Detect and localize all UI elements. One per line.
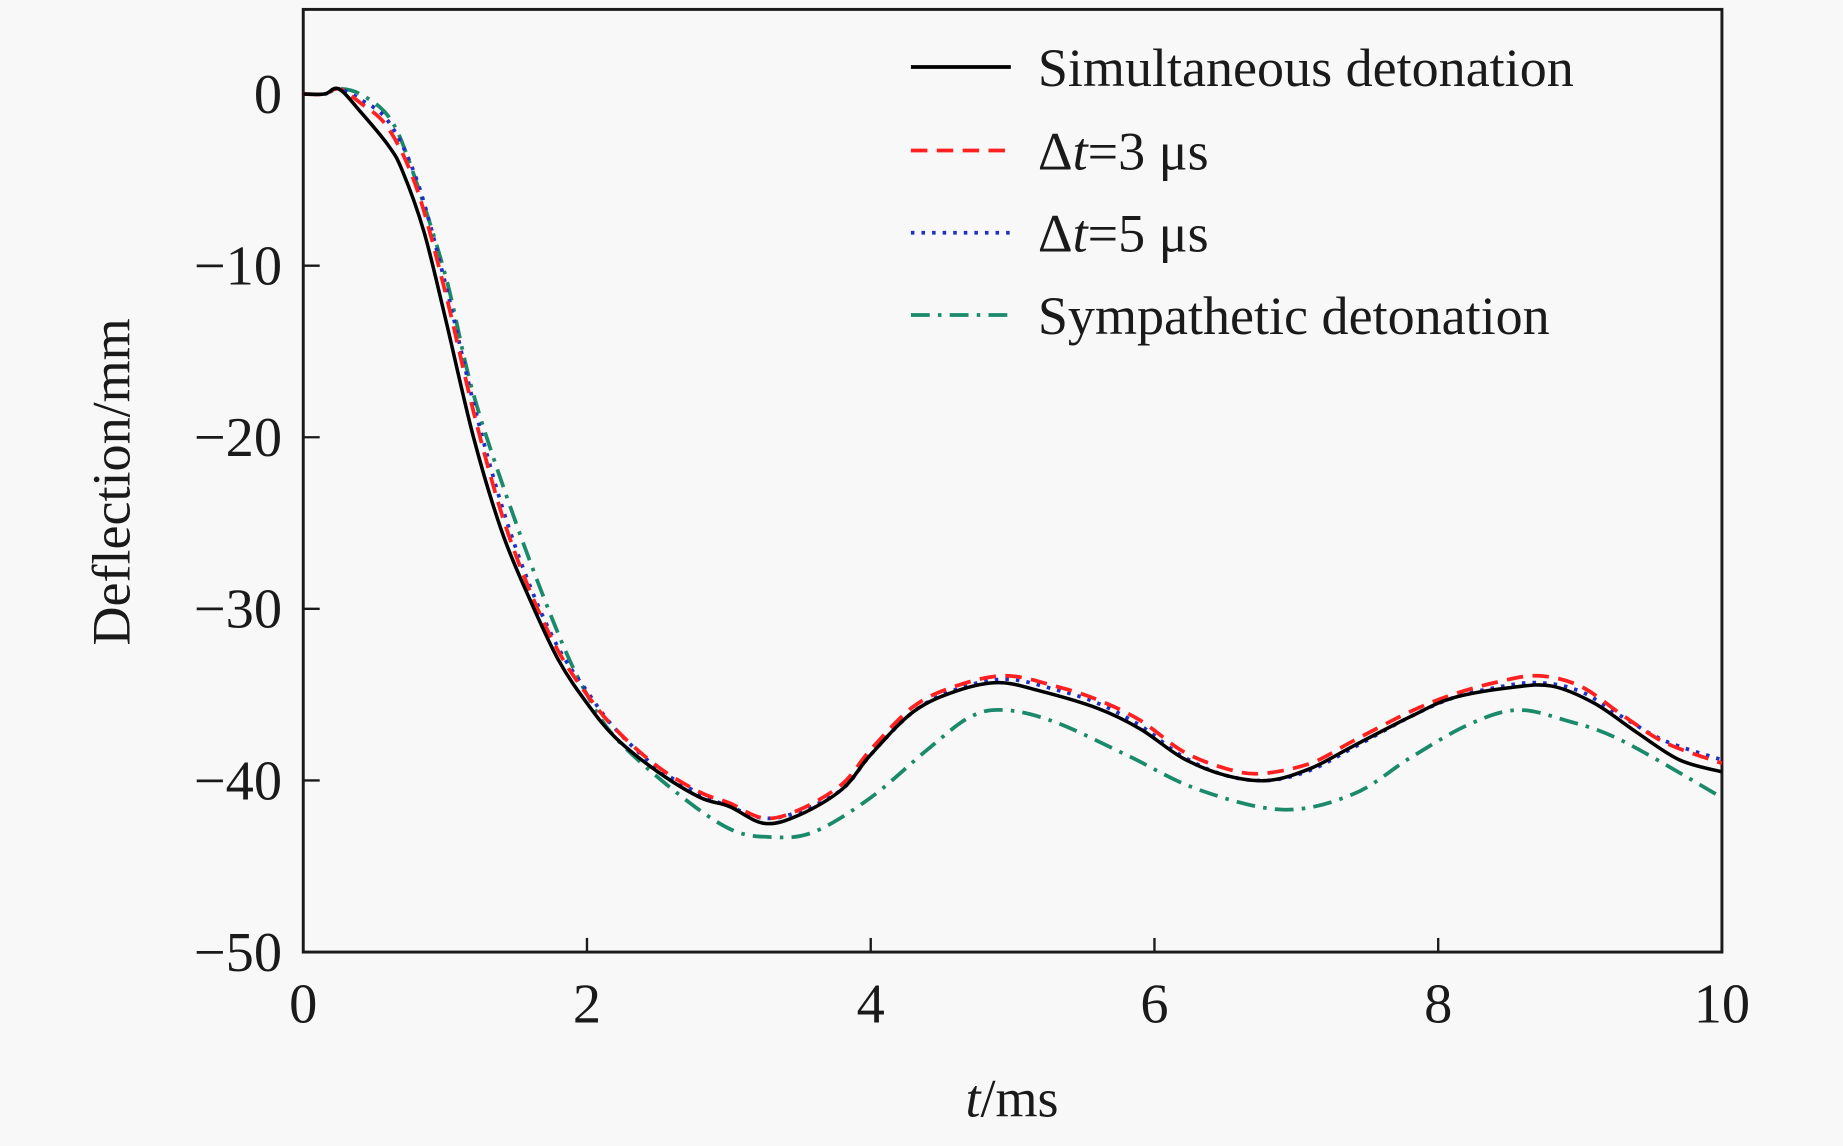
- legend-label-part: Δ: [1038, 121, 1073, 181]
- x-tick-label: 2: [573, 974, 601, 1036]
- legend-label-part: =3 μs: [1088, 121, 1209, 181]
- y-tick-label: −30: [194, 579, 282, 641]
- y-tick-label: −40: [194, 750, 282, 812]
- x-tick-label: 6: [1140, 974, 1168, 1036]
- x-tick-label: 8: [1424, 974, 1452, 1036]
- legend-label-part: t: [1073, 121, 1090, 181]
- x-tick-label: 0: [289, 974, 317, 1036]
- legend-label-part: Sympathetic detonation: [1038, 286, 1550, 346]
- series-line-3: [303, 87, 1723, 840]
- y-tick-label: −10: [194, 235, 282, 297]
- legend-label-2: Δt=5 μs: [1038, 204, 1209, 264]
- y-tick-label: −20: [194, 407, 282, 469]
- series-line-1: [303, 86, 1723, 821]
- x-axis-label-italic: t: [965, 1069, 982, 1129]
- legend-label-part: Simultaneous detonation: [1038, 38, 1574, 98]
- plot-frame: [301, 7, 1724, 954]
- legend-label-1: Δt=3 μs: [1038, 121, 1209, 181]
- x-axis-label-unit: /ms: [980, 1069, 1058, 1129]
- legend-label-3: Sympathetic detonation: [1038, 286, 1550, 346]
- y-tick-label: −50: [194, 922, 282, 984]
- legend-label-part: t: [1073, 204, 1090, 264]
- series-line-2: [303, 86, 1723, 821]
- legend-label-part: =5 μs: [1088, 204, 1209, 264]
- legend-label-0: Simultaneous detonation: [1038, 38, 1574, 98]
- x-tick-label: 10: [1694, 974, 1750, 1036]
- legend-label-part: Δ: [1038, 204, 1073, 264]
- x-tick-label: 4: [857, 974, 885, 1036]
- x-axis-label: t/ms: [965, 1069, 1058, 1129]
- y-axis-label: Deflection/mm: [81, 318, 141, 645]
- y-tick-label: 0: [254, 64, 282, 126]
- series-line-0: [303, 86, 1723, 826]
